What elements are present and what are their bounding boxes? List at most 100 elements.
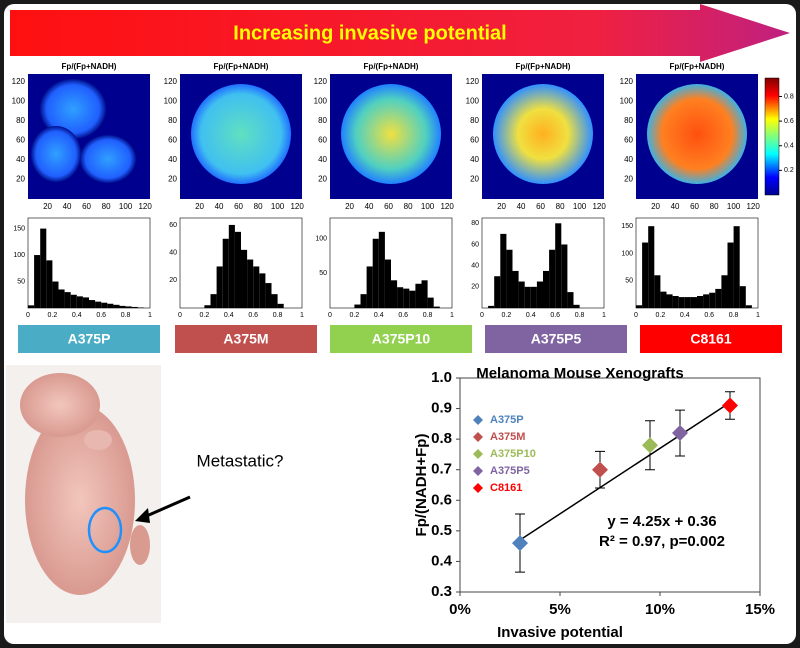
x-tick-label: 40 <box>215 202 224 211</box>
y-tick-label: 50 <box>319 270 327 277</box>
bar <box>204 305 211 308</box>
x-tick-label: 0.8 <box>729 312 739 319</box>
bar <box>354 304 361 308</box>
bar <box>739 286 746 308</box>
point <box>592 461 608 478</box>
bar <box>391 280 398 308</box>
bar <box>745 305 752 308</box>
x-tick-label: 0 <box>328 312 332 319</box>
bar <box>549 249 556 308</box>
y-tick-label: 40 <box>169 249 177 256</box>
colorbar-label: 0.6 <box>784 118 794 125</box>
x-tick-label: 0.4 <box>680 312 690 319</box>
y-tick-label: 100 <box>620 96 634 105</box>
y-axis-label: Fp/(NADH+Fp) <box>413 434 430 537</box>
tissue <box>647 84 747 184</box>
x-tick-label: 80 <box>710 202 719 211</box>
legend-label: A375P5 <box>490 465 530 477</box>
legend-label: A375P <box>490 414 524 426</box>
x-tick-label: 80 <box>254 202 263 211</box>
x-tick-label: 0 <box>634 312 638 319</box>
x-tick-label: 1 <box>450 312 454 319</box>
heatmap-title: Fp/(Fp+NADH) <box>62 62 117 71</box>
x-tick-label: 40 <box>63 202 72 211</box>
bar <box>119 305 126 308</box>
x-tick-label: 1 <box>148 312 152 319</box>
y-tick-label: 80 <box>168 116 177 125</box>
mouse-ear <box>84 430 112 450</box>
fit-line <box>519 401 731 541</box>
y-tick-label: 60 <box>169 222 177 229</box>
bar <box>555 223 562 308</box>
x-tick-label: 0.6 <box>96 312 106 319</box>
x-tick-label: 0.2 <box>48 312 58 319</box>
x-tick-label: 120 <box>290 202 304 211</box>
bar <box>131 306 138 308</box>
bar <box>46 260 53 308</box>
point <box>642 437 658 454</box>
bar <box>40 228 47 308</box>
x-tick-label: 60 <box>536 202 545 211</box>
y-tick-label: 40 <box>470 155 479 164</box>
y-tick-label: 80 <box>470 116 479 125</box>
y-tick-label: 20 <box>471 284 479 291</box>
legend-label: A375P10 <box>490 448 536 460</box>
bar <box>210 294 217 308</box>
bar <box>561 244 568 308</box>
y-tick-label: 60 <box>471 241 479 248</box>
tumor-circle <box>87 506 123 554</box>
x-tick-label: 0.8 <box>575 312 585 319</box>
heatmap-title: Fp/(Fp+NADH) <box>670 62 725 71</box>
x-tick-label: 0.4 <box>374 312 384 319</box>
x-tick-label: 0.4 <box>224 312 234 319</box>
y-tick-label: 100 <box>466 96 480 105</box>
y-tick-label: 40 <box>168 155 177 164</box>
y-tick-label: 0.9 <box>431 400 452 417</box>
point <box>672 425 688 442</box>
y-tick-label: 100 <box>314 96 328 105</box>
x-tick-label: 80 <box>102 202 111 211</box>
y-tick-label: 40 <box>624 155 633 164</box>
x-tick-label: 20 <box>345 202 354 211</box>
x-tick-label: 120 <box>592 202 606 211</box>
y-tick-label: 0.5 <box>431 522 452 539</box>
x-tick-label: 5% <box>549 601 571 618</box>
x-tick-label: 100 <box>727 202 741 211</box>
legend-label: A375M <box>490 431 525 443</box>
pointer-head <box>135 508 150 523</box>
x-tick-label: 0.4 <box>526 312 536 319</box>
legend-marker <box>473 432 483 442</box>
bar <box>372 238 379 308</box>
bar <box>265 283 272 308</box>
bar <box>89 300 96 308</box>
y-tick-label: 20 <box>470 175 479 184</box>
x-tick-label: 60 <box>234 202 243 211</box>
x-tick-label: 0 <box>26 312 30 319</box>
chart-title: Melanoma Mouse Xenografts <box>476 365 684 382</box>
x-tick-label: 120 <box>440 202 454 211</box>
x-tick-label: 60 <box>690 202 699 211</box>
point <box>512 535 528 552</box>
bar <box>512 270 519 308</box>
bar <box>654 275 661 308</box>
bar <box>271 294 278 308</box>
y-tick-label: 80 <box>318 116 327 125</box>
y-tick-label: 20 <box>169 277 177 284</box>
x-tick-label: 100 <box>271 202 285 211</box>
y-tick-label: 80 <box>624 116 633 125</box>
bar <box>125 306 132 308</box>
y-tick-label: 80 <box>16 116 25 125</box>
bar <box>567 292 574 308</box>
x-tick-label: 20 <box>497 202 506 211</box>
x-tick-label: 100 <box>421 202 435 211</box>
x-tick-label: 120 <box>746 202 760 211</box>
tissue <box>341 84 441 184</box>
x-tick-label: 80 <box>556 202 565 211</box>
bar <box>697 296 704 308</box>
bar <box>672 296 679 308</box>
bar <box>494 276 501 308</box>
bar <box>101 302 108 308</box>
bar <box>666 294 673 308</box>
colorbar-label: 0.4 <box>784 143 794 150</box>
